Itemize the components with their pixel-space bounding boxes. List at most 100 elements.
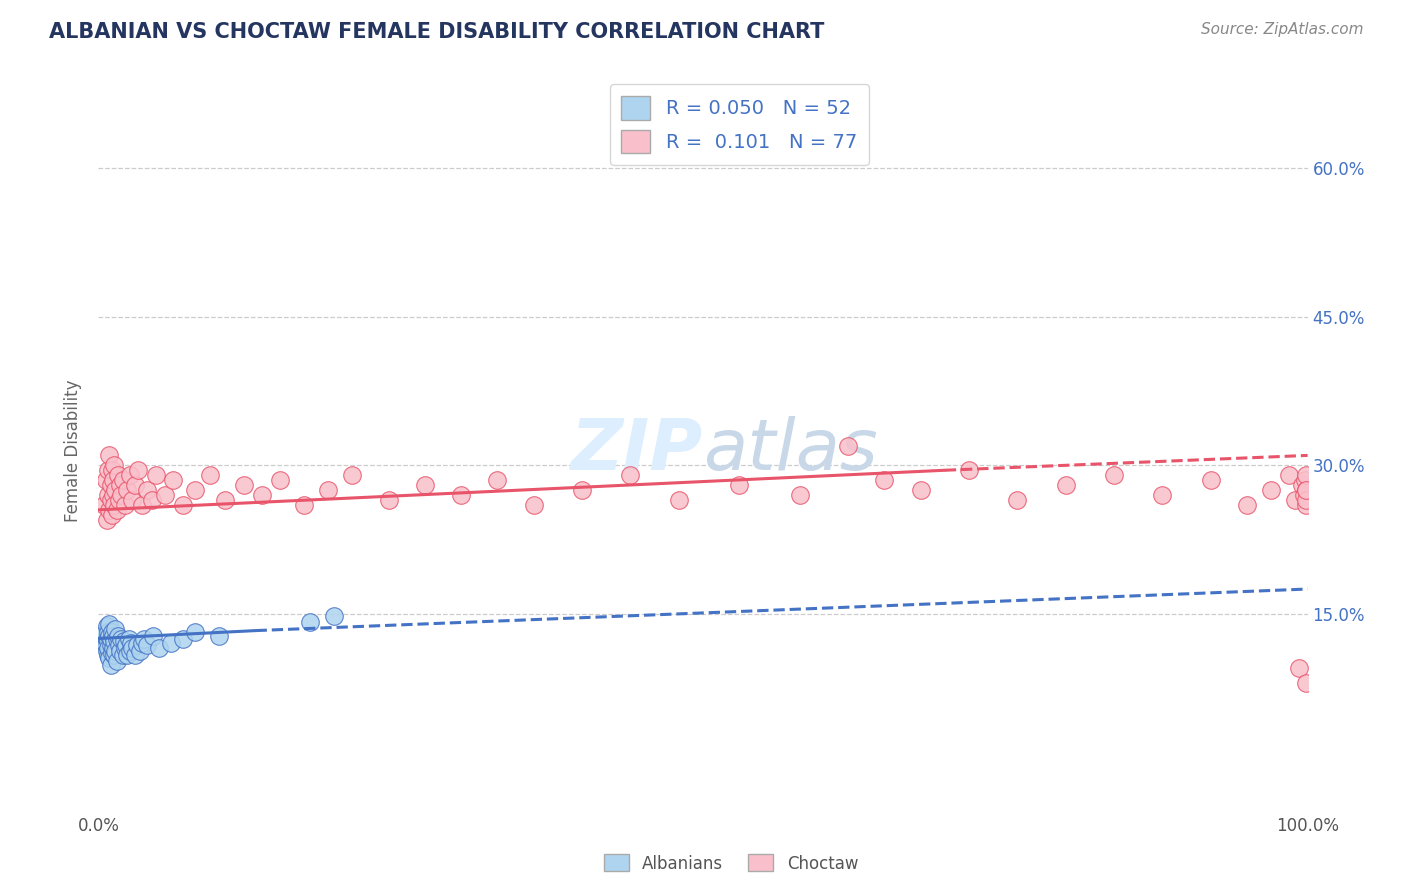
Point: [1292, 488, 1315, 502]
Point: [117, 483, 139, 497]
Text: Source: ZipAtlas.com: Source: ZipAtlas.com: [1201, 22, 1364, 37]
Point: [96, 632, 118, 646]
Point: [98, 503, 121, 517]
Point: [100, 492, 122, 507]
Point: [413, 478, 436, 492]
Point: [571, 483, 593, 497]
Point: [104, 644, 127, 658]
Point: [1295, 498, 1317, 512]
Point: [97, 634, 120, 648]
Point: [1295, 492, 1317, 507]
Point: [100, 646, 122, 660]
Point: [112, 634, 135, 648]
Point: [486, 473, 509, 487]
Legend: Albanians, Choctaw: Albanians, Choctaw: [598, 847, 865, 880]
Point: [100, 463, 122, 477]
Point: [728, 478, 751, 492]
Point: [118, 468, 141, 483]
Point: [292, 498, 315, 512]
Point: [103, 634, 125, 648]
Point: [105, 632, 128, 646]
Point: [114, 641, 136, 656]
Point: [114, 498, 136, 512]
Point: [1278, 468, 1301, 483]
Point: [97, 648, 120, 663]
Point: [1199, 473, 1222, 487]
Point: [184, 624, 207, 639]
Point: [98, 616, 121, 631]
Point: [837, 438, 859, 452]
Point: [134, 632, 156, 646]
Point: [1288, 661, 1310, 675]
Point: [128, 644, 150, 658]
Point: [450, 488, 472, 502]
Point: [115, 639, 138, 653]
Point: [117, 648, 139, 663]
Point: [100, 624, 122, 639]
Point: [120, 636, 142, 650]
Point: [108, 639, 131, 653]
Point: [142, 628, 165, 642]
Point: [100, 632, 122, 646]
Text: ZIP: ZIP: [571, 416, 703, 485]
Point: [299, 615, 322, 629]
Point: [121, 492, 143, 507]
Point: [101, 473, 124, 487]
Point: [96, 513, 118, 527]
Point: [108, 478, 131, 492]
Point: [111, 648, 134, 663]
Point: [118, 644, 141, 658]
Point: [118, 632, 141, 646]
Point: [153, 488, 176, 502]
Point: [957, 463, 980, 477]
Point: [232, 478, 254, 492]
Point: [1007, 492, 1029, 507]
Point: [208, 628, 231, 642]
Point: [94, 639, 117, 653]
Point: [127, 463, 149, 477]
Point: [100, 508, 122, 522]
Point: [323, 608, 346, 623]
Text: ALBANIAN VS CHOCTAW FEMALE DISABILITY CORRELATION CHART: ALBANIAN VS CHOCTAW FEMALE DISABILITY CO…: [49, 22, 824, 42]
Point: [110, 632, 132, 646]
Point: [103, 648, 125, 663]
Point: [873, 473, 896, 487]
Point: [107, 468, 129, 483]
Point: [110, 488, 132, 502]
Point: [105, 654, 128, 668]
Point: [145, 468, 167, 483]
Point: [103, 458, 125, 473]
Point: [148, 641, 170, 656]
Point: [1054, 478, 1077, 492]
Point: [97, 641, 120, 656]
Point: [1102, 468, 1125, 483]
Point: [98, 651, 121, 665]
Point: [1295, 483, 1317, 497]
Point: [94, 473, 117, 487]
Point: [135, 639, 157, 653]
Point: [98, 449, 121, 463]
Point: [97, 463, 120, 477]
Point: [1260, 483, 1282, 497]
Point: [111, 473, 134, 487]
Point: [1284, 492, 1306, 507]
Point: [97, 488, 120, 502]
Point: [619, 468, 641, 483]
Point: [108, 492, 131, 507]
Point: [160, 636, 183, 650]
Point: [1152, 488, 1174, 502]
Point: [131, 636, 153, 650]
Point: [523, 498, 546, 512]
Point: [789, 488, 811, 502]
Point: [108, 644, 131, 658]
Point: [1295, 468, 1317, 483]
Point: [100, 478, 122, 492]
Point: [342, 468, 364, 483]
Point: [103, 498, 125, 512]
Point: [1295, 483, 1317, 497]
Text: atlas: atlas: [703, 416, 877, 485]
Point: [135, 483, 157, 497]
Point: [98, 628, 121, 642]
Point: [104, 622, 127, 636]
Point: [141, 492, 163, 507]
